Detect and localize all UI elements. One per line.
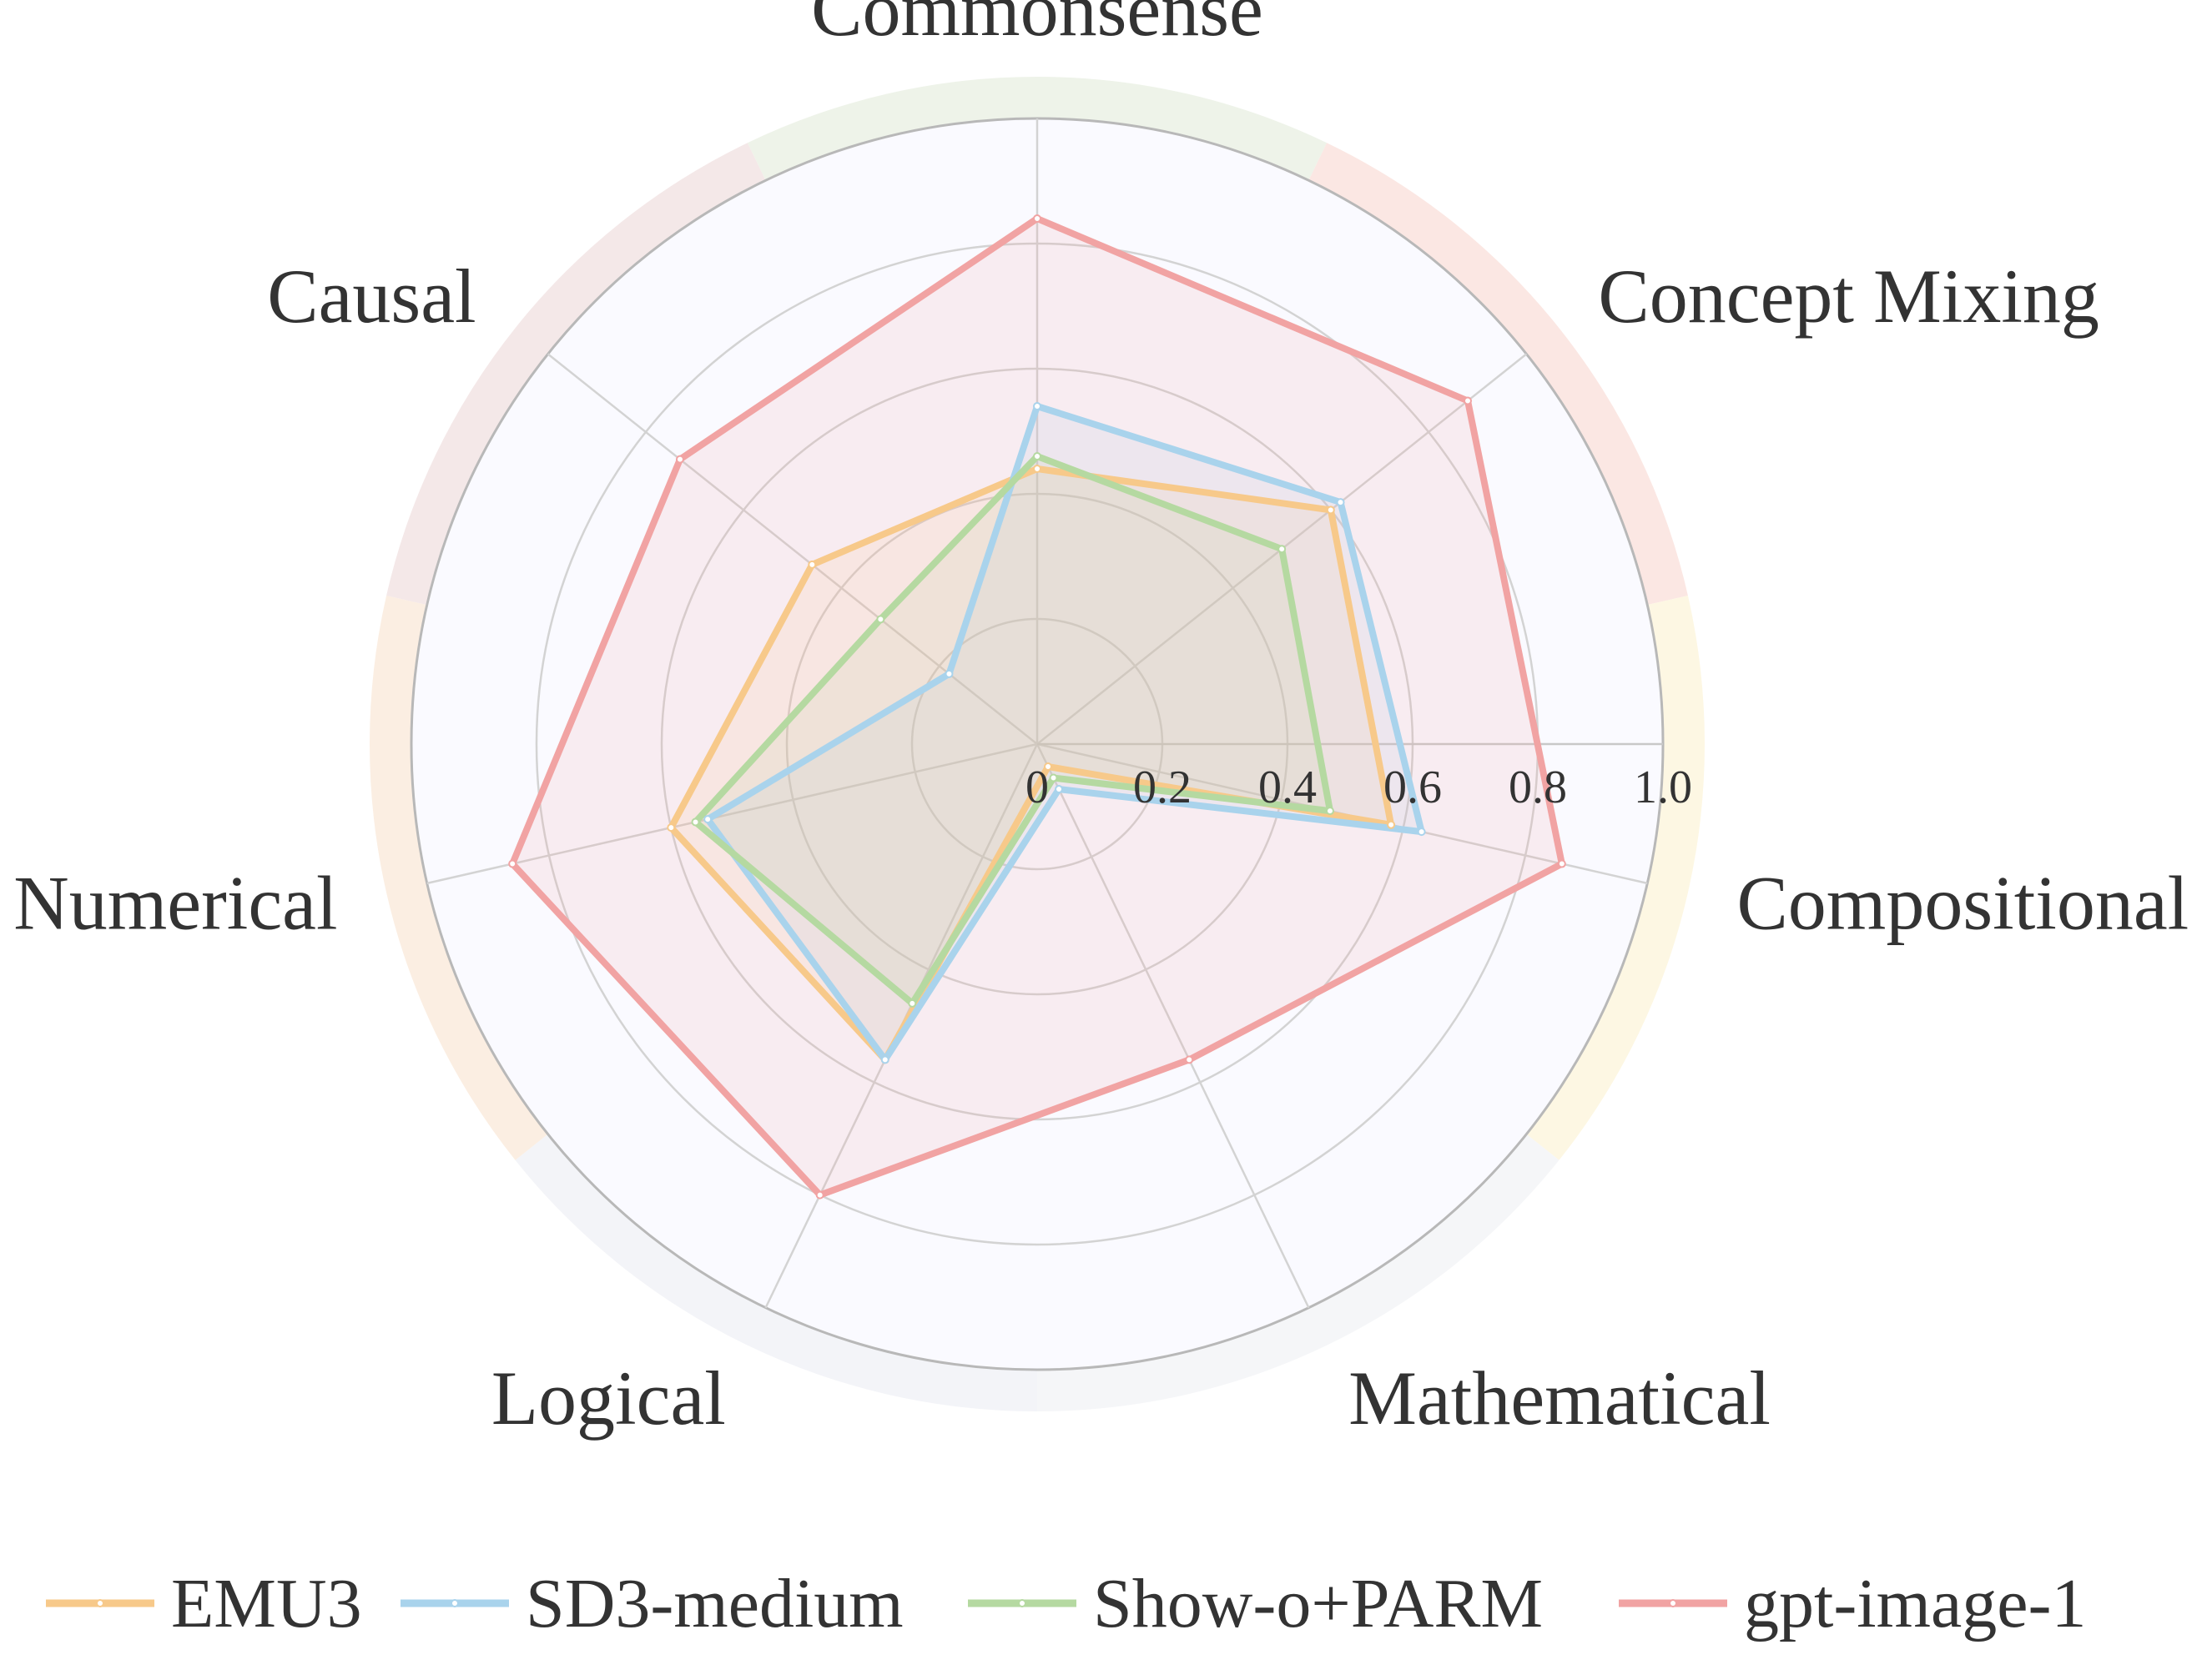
series-line-3 — [509, 215, 1565, 1199]
axis-label-causal: Causal — [267, 254, 476, 339]
series-point-3-5 — [508, 859, 517, 868]
legend-label-0: EMU3 — [171, 1565, 362, 1642]
series-point-3-6 — [675, 455, 684, 464]
axis-label-concept-mixing: Concept Mixing — [1598, 254, 2099, 339]
series-point-0-6 — [808, 560, 817, 569]
series-lines — [509, 215, 1565, 1199]
series-fill-3 — [512, 219, 1562, 1195]
series-point-0-1 — [1326, 506, 1335, 515]
axis-labels: Commonsense Concept Mixing Compositional Ma… — [13, 0, 2189, 1441]
series-point-2-4 — [908, 998, 917, 1008]
legend-item-0: EMU3 — [46, 1565, 362, 1642]
outer-band-3 — [1037, 1134, 1560, 1411]
axis-label-numerical: Numerical — [13, 860, 337, 945]
series-point-1-2 — [1417, 827, 1426, 837]
outer-band-1 — [1308, 143, 1688, 606]
outer-band-6 — [386, 143, 766, 606]
legend-marker-1 — [451, 1599, 459, 1607]
series-points — [508, 214, 1566, 1200]
legend-item-2: Show-o+PARM — [968, 1565, 1543, 1642]
series-point-3-1 — [1464, 396, 1473, 405]
series-point-2-6 — [876, 615, 885, 624]
tick-label-3: 0.6 — [1383, 762, 1442, 813]
outer-color-bands — [370, 76, 1705, 1411]
series-point-1-0 — [1033, 402, 1041, 410]
outer-band-4 — [515, 1134, 1037, 1411]
series-point-2-3 — [1049, 773, 1058, 782]
axis-spokes — [426, 118, 1663, 1309]
legend-item-3: gpt-image-1 — [1619, 1565, 2087, 1642]
series-point-1-5 — [703, 815, 713, 824]
series-fills — [512, 219, 1562, 1195]
series-fill-1 — [708, 406, 1422, 1060]
tick-label-1: 0.2 — [1133, 762, 1192, 813]
series-point-3-4 — [815, 1190, 824, 1200]
series-point-3-0 — [1033, 214, 1041, 223]
outer-band-0 — [747, 76, 1328, 181]
series-point-2-2 — [1325, 807, 1334, 816]
series-point-0-2 — [1387, 820, 1396, 829]
series-point-2-0 — [1033, 452, 1041, 460]
legend-marker-2 — [1018, 1599, 1026, 1607]
legend-label-1: SD3-medium — [526, 1565, 904, 1642]
legend-marker-0 — [96, 1599, 104, 1607]
series-point-1-4 — [880, 1055, 889, 1064]
series-point-3-2 — [1557, 859, 1566, 868]
series-point-1-1 — [1336, 498, 1345, 507]
series-point-2-5 — [691, 817, 700, 827]
series-line-1 — [704, 403, 1425, 1064]
legend-label-2: Show-o+PARM — [1093, 1565, 1543, 1642]
series-point-2-1 — [1277, 545, 1287, 554]
series-line-2 — [692, 453, 1333, 1007]
tick-labels: 0 0.2 0.4 0.6 0.8 1.0 — [1025, 762, 1692, 813]
series-point-3-3 — [1185, 1055, 1194, 1064]
axis-label-commonsense: Commonsense — [811, 0, 1263, 52]
legend: EMU3 SD3-medium Show-o+PARM gpt-image-1 — [46, 1565, 2087, 1642]
axis-label-mathematical: Mathematical — [1348, 1356, 1771, 1441]
tick-label-2: 0.4 — [1258, 762, 1317, 813]
series-fill-2 — [695, 456, 1330, 1003]
axis-spoke-6 — [547, 353, 1038, 745]
legend-marker-3 — [1669, 1599, 1677, 1607]
series-point-1-3 — [1055, 785, 1064, 794]
outer-band-2 — [1526, 595, 1705, 1160]
outer-band-5 — [370, 595, 548, 1160]
series-point-0-5 — [667, 823, 676, 832]
series-point-1-6 — [945, 669, 954, 678]
axis-spoke-5 — [426, 742, 1038, 885]
axis-label-logical: Logical — [491, 1356, 726, 1441]
tick-label-0: 0 — [1025, 762, 1049, 813]
tick-label-5: 1.0 — [1634, 762, 1692, 813]
series-point-0-3 — [1044, 762, 1053, 772]
legend-label-3: gpt-image-1 — [1744, 1565, 2087, 1642]
axis-label-compositional: Compositional — [1736, 860, 2189, 945]
legend-item-1: SD3-medium — [401, 1565, 904, 1642]
series-point-0-0 — [1033, 465, 1041, 473]
series-fill-0 — [671, 469, 1392, 1060]
tick-label-4: 0.8 — [1509, 762, 1567, 813]
axis-spoke-3 — [1035, 743, 1310, 1309]
